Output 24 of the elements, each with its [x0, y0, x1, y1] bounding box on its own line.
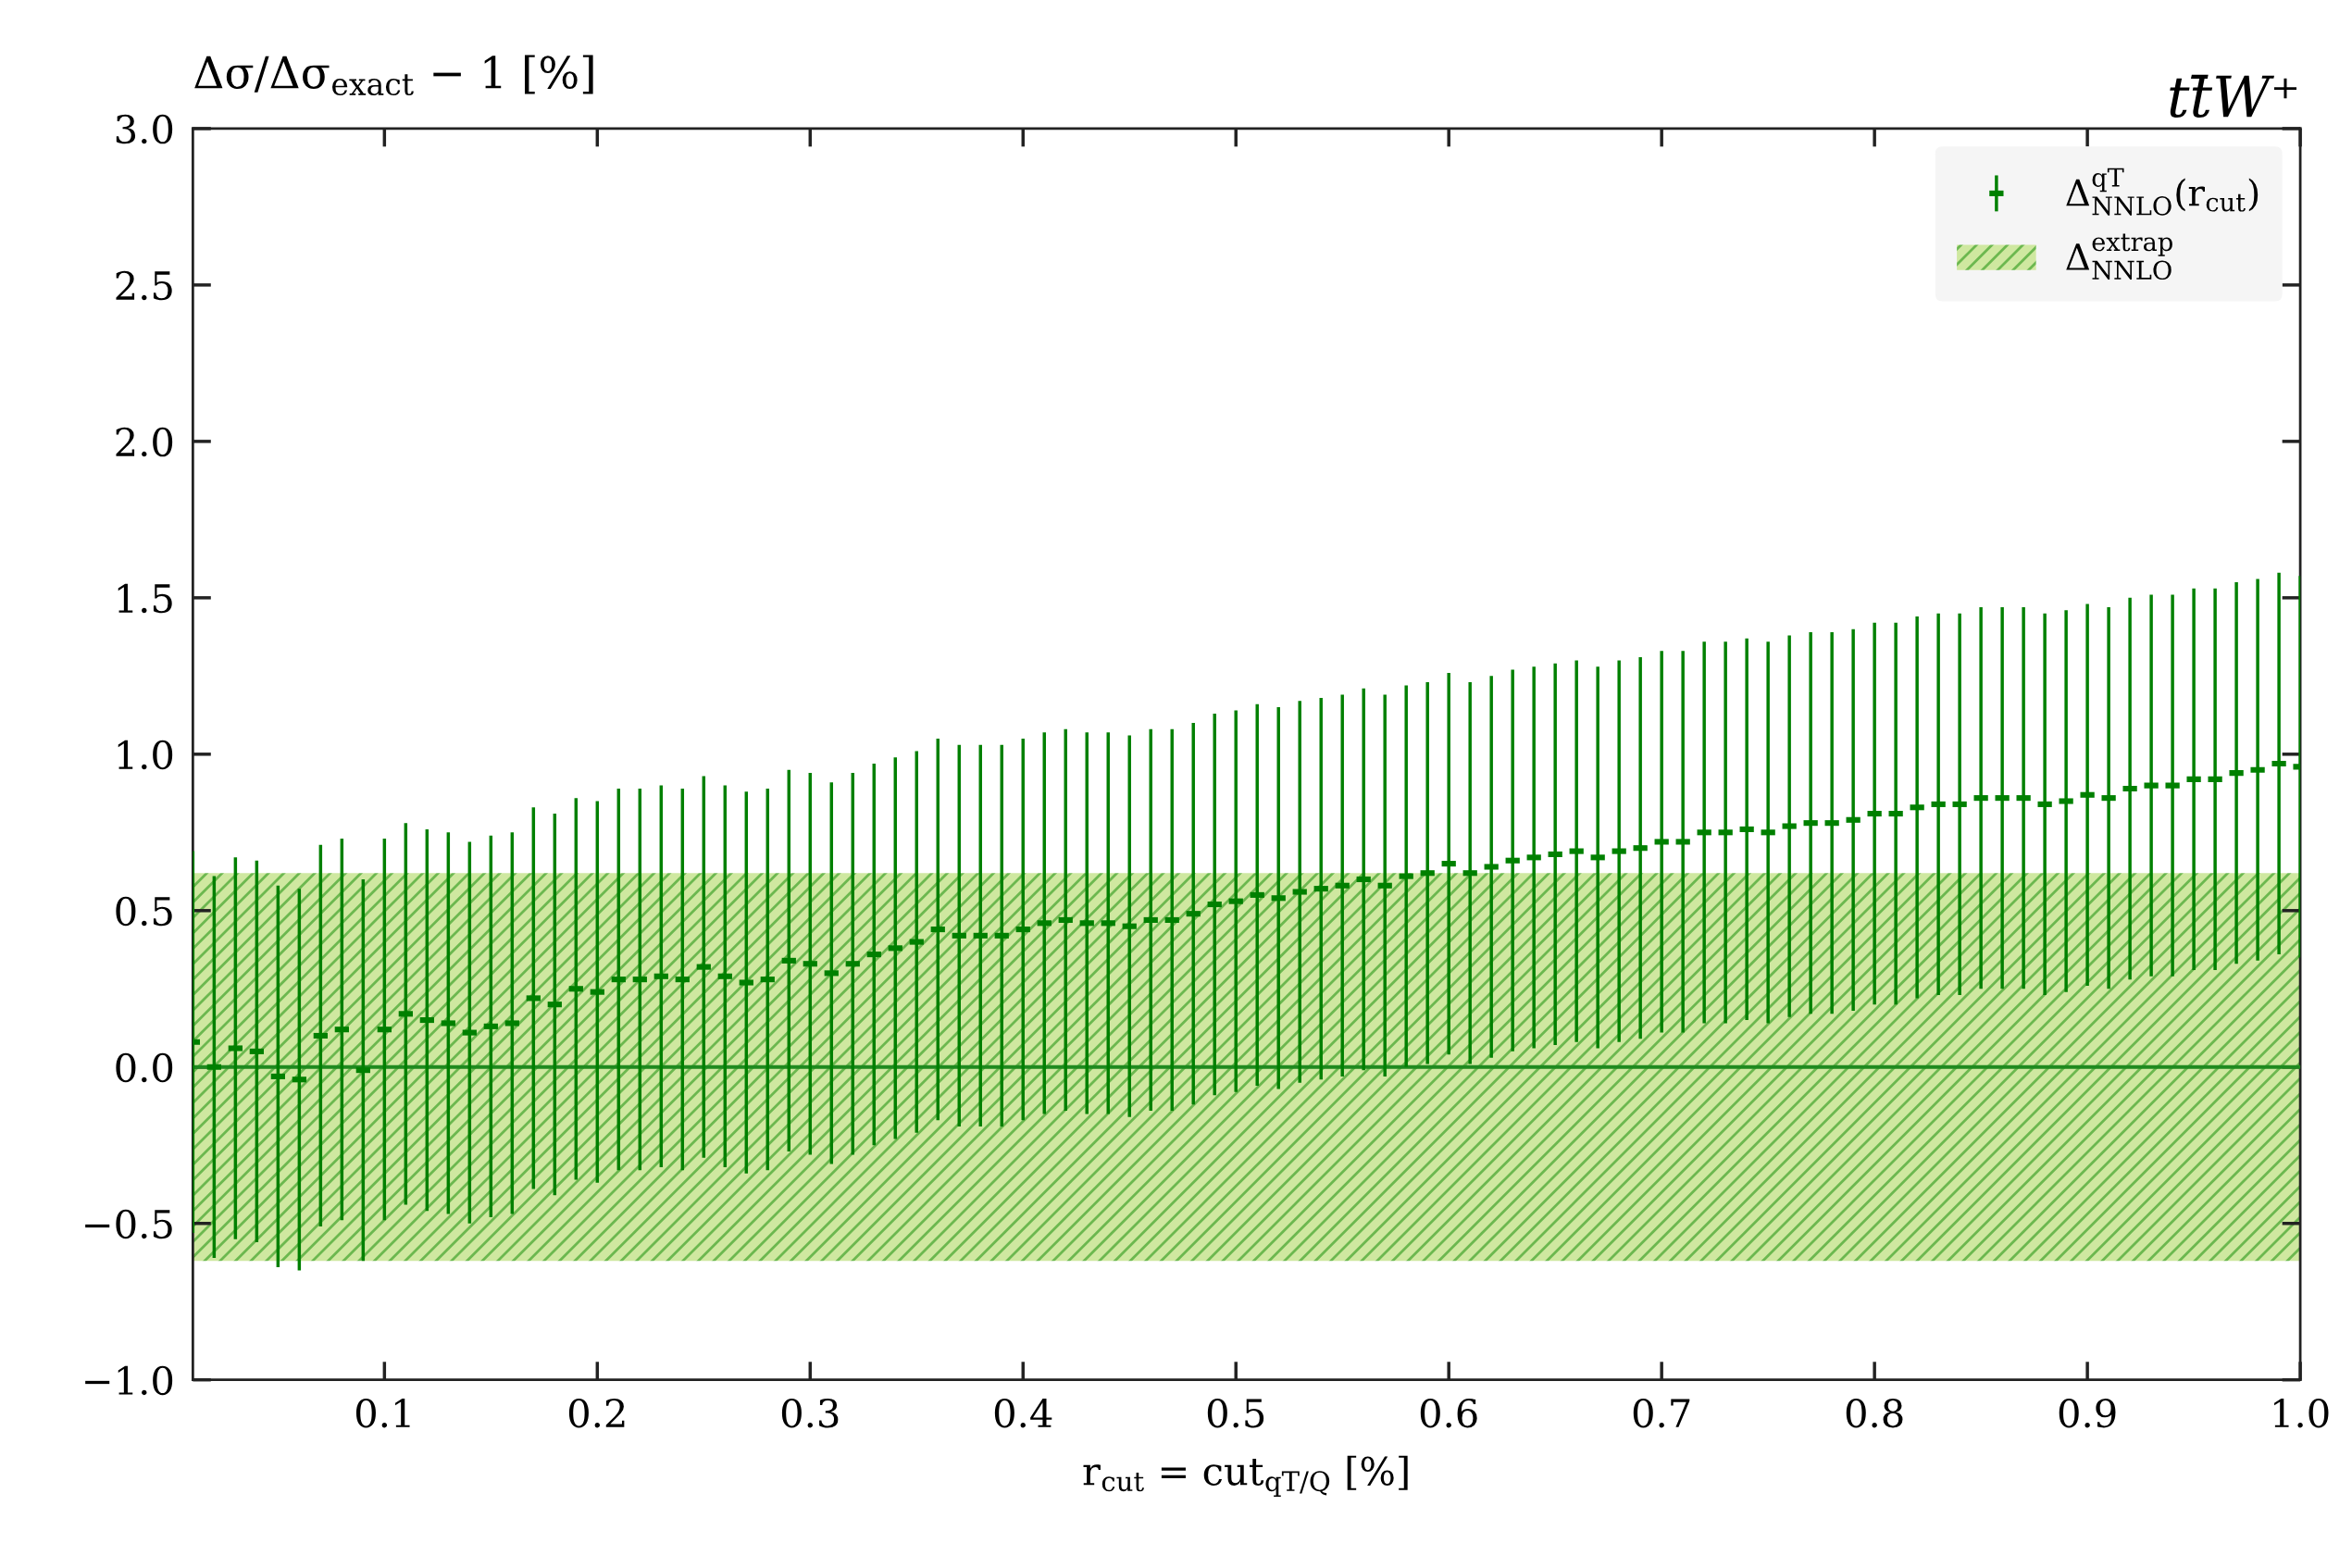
- x-tick-label: 0.9: [2059, 1398, 2116, 1428]
- y-tick-label: 1.5: [118, 583, 172, 614]
- legend-label: Δ$^{extrap}$$_{NNLO}$: [2066, 233, 2172, 280]
- y-tick-label: 0.5: [116, 896, 172, 927]
- x-tick-label: 0.6: [1420, 1398, 1477, 1428]
- x-tick-label: 0.5: [1207, 1398, 1264, 1428]
- x-axis-title: r$_{cut}$ = cut$_{qT/Q}$ [%]: [1083, 1455, 1408, 1497]
- x-tick-label: 0.1: [355, 1398, 410, 1428]
- y-tick-label: −0.5: [85, 1209, 172, 1239]
- chart-title: tt̄W⁺: [2170, 74, 2297, 118]
- y-tick-label: 1.0: [118, 740, 173, 770]
- y-tick-label: 2.5: [116, 270, 172, 301]
- y-axis-title: Δσ/Δσ$_{exact}$ − 1 [%]: [194, 55, 593, 96]
- y-tick-label: 3.0: [116, 114, 173, 144]
- y-tick-label: −1.0: [85, 1365, 173, 1396]
- x-tick-label: 0.8: [1846, 1398, 1903, 1428]
- x-tick-label: 0.7: [1633, 1398, 1690, 1428]
- y-tick-label: 2.0: [116, 427, 173, 457]
- x-tick-label: 0.2: [568, 1398, 625, 1428]
- x-tick-label: 1.0: [2274, 1398, 2329, 1428]
- x-tick-label: 0.4: [994, 1398, 1052, 1428]
- legend-label: Δ$^{qT}$$_{NNLO}$(r$_{cut}$): [2066, 168, 2259, 216]
- x-tick-label: 0.3: [781, 1398, 839, 1428]
- y-tick-label: 0.0: [116, 1052, 173, 1083]
